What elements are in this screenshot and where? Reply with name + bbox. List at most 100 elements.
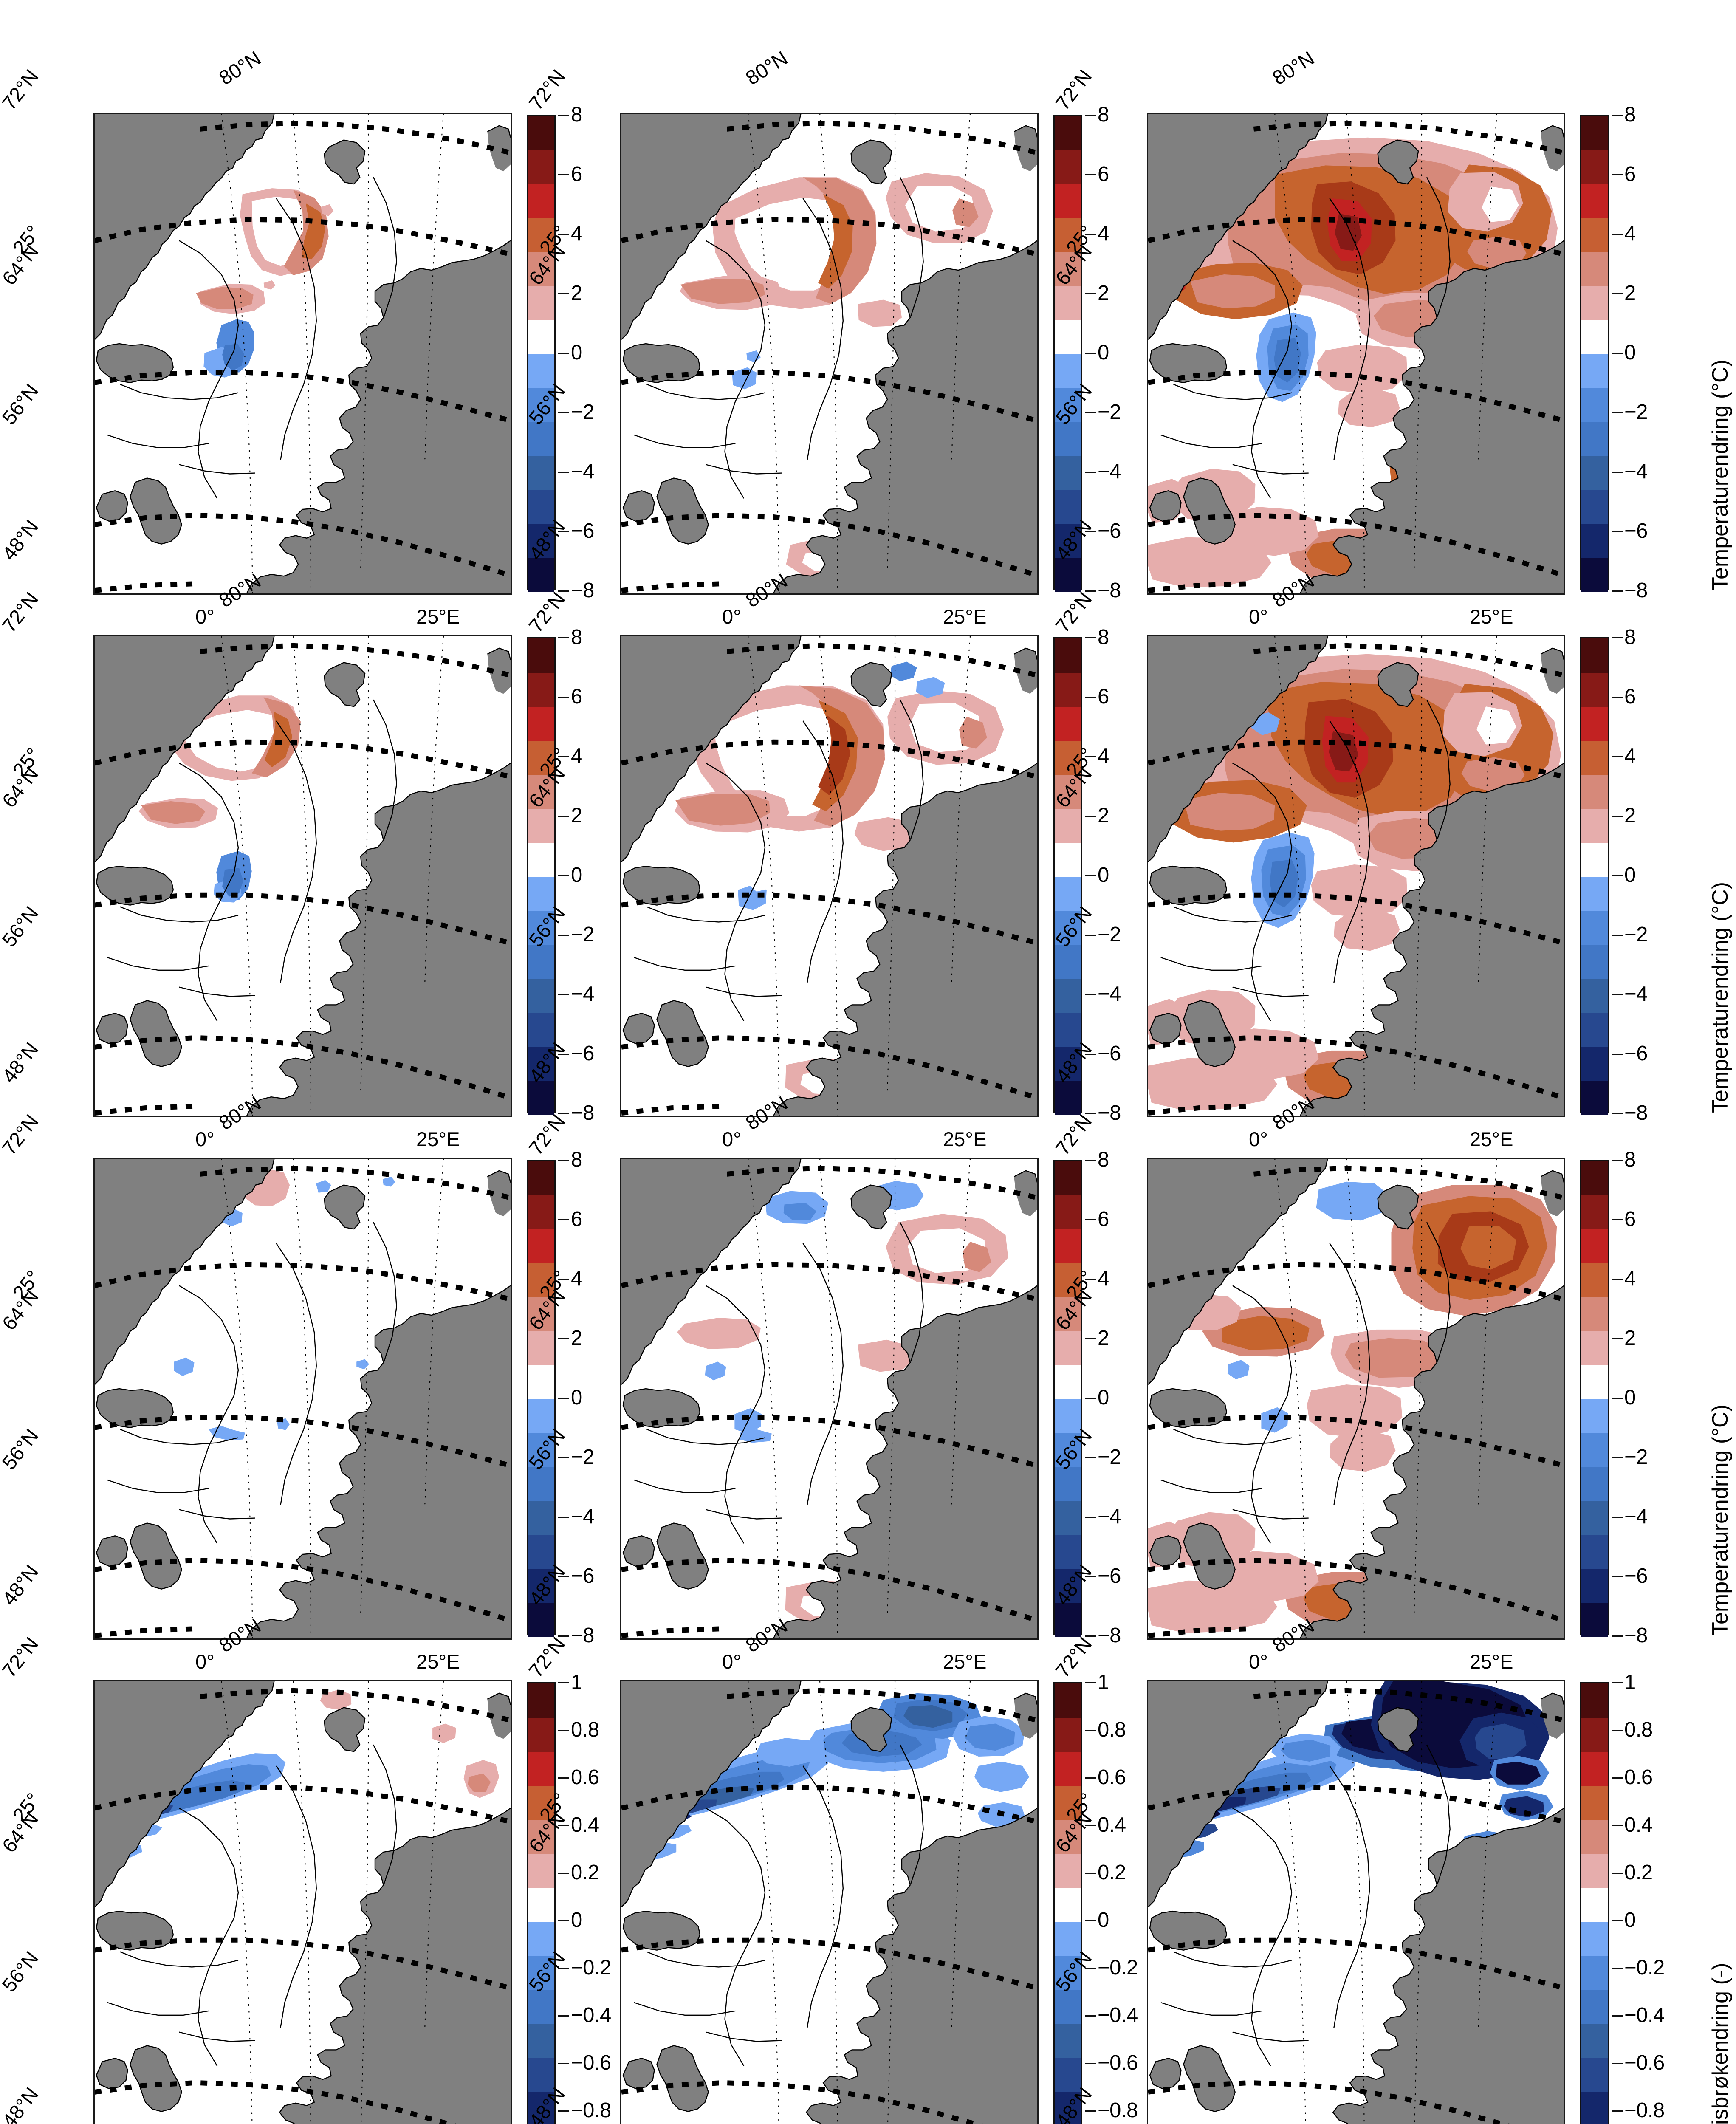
colorbar-tick-mark: [558, 697, 569, 698]
colorbar-tick-mark: [1085, 234, 1096, 235]
longitude-label: 0°: [195, 1650, 215, 1673]
colorbar-band: [1581, 116, 1608, 150]
colorbar-tick-mark: [558, 1160, 569, 1161]
colorbar-ticks: 8 6 4 2 0 −2 −4 −6 −8: [1612, 103, 1688, 602]
colorbar-band: [1581, 1751, 1608, 1786]
colorbar-tick-label: 6: [1624, 163, 1636, 186]
colorbar-gradient: [527, 637, 556, 1115]
colorbar-tick-mark: [1612, 1054, 1623, 1055]
latitude-label: 72°N: [524, 65, 570, 114]
colorbar-band: [528, 1297, 554, 1331]
colorbar-band: [528, 1853, 554, 1888]
colorbar-band: [1581, 944, 1608, 979]
map-canvas: [95, 114, 511, 593]
colorbar-band: [1581, 388, 1608, 422]
colorbar-ticks: 8 6 4 2 0 −2 −4 −6 −8: [1085, 1148, 1161, 1647]
colorbar-tick-mark: [1085, 353, 1096, 354]
colorbar-tick-label: 0.6: [1098, 1766, 1126, 1789]
colorbar-tick-mark: [558, 1873, 569, 1874]
colorbar-tick-label: −6: [571, 1042, 594, 1065]
colorbar-band: [528, 184, 554, 218]
map-canvas: [1148, 114, 1564, 593]
colorbar-tick-mark: [558, 1219, 569, 1220]
data-field: [196, 188, 334, 378]
colorbar-tick-label: 8: [1098, 103, 1109, 126]
colorbar-band: [1055, 1331, 1081, 1365]
colorbar-band: [1581, 1229, 1608, 1263]
colorbar-band: [1581, 1331, 1608, 1365]
latitude-label: 64°N: [0, 763, 43, 812]
colorbar-tick-label: 8: [1624, 1148, 1636, 1171]
latitude-label: 72°N: [1051, 1633, 1096, 1682]
colorbar-tick-mark: [1085, 472, 1096, 473]
colorbar-band: [528, 672, 554, 707]
colorbar-tick-mark: [1085, 1160, 1096, 1161]
colorbar-band: [528, 388, 554, 422]
colorbar-band: [528, 456, 554, 490]
map-frame: [93, 1158, 512, 1640]
colorbar-tick-mark: [1612, 1873, 1623, 1874]
colorbar-tick-label: 4: [1624, 1267, 1636, 1290]
colorbar-band: [1055, 354, 1081, 388]
colorbar-tick-mark: [1085, 115, 1096, 116]
latitude-label: 48°N: [0, 1560, 43, 1610]
colorbar-gradient: [527, 1682, 556, 2124]
colorbar-tick-mark: [1085, 1873, 1096, 1874]
colorbar-tick-label: −2: [1098, 1446, 1121, 1469]
colorbar-tick-label: 4: [571, 1267, 582, 1290]
colorbar-tick-label: 0.6: [1624, 1766, 1653, 1789]
colorbar-tick-mark: [558, 875, 569, 876]
map-frame: [620, 635, 1039, 1117]
colorbar-band: [528, 490, 554, 524]
colorbar-tick-mark: [1612, 1279, 1623, 1280]
latitude-label: 56°N: [0, 1424, 43, 1474]
colorbar-tick-label: 0.8: [1098, 1718, 1126, 1741]
latitude-label: 48°N: [0, 1038, 43, 1087]
colorbar-band: [1581, 1603, 1608, 1637]
colorbar-tick-label: −6: [1098, 1042, 1121, 1065]
colorbar-tick-label: 1: [1624, 1671, 1636, 1694]
colorbar-tick-mark: [1612, 1338, 1623, 1339]
colorbar-tick-mark: [1085, 1279, 1096, 1280]
longitude-label: 0°: [1249, 1650, 1268, 1673]
colorbar-band: [1055, 1433, 1081, 1467]
colorbar-band: [1581, 1012, 1608, 1047]
colorbar-band: [1055, 1819, 1081, 1854]
longitude-label: 25°E: [416, 1128, 460, 1150]
colorbar-tick-mark: [1612, 875, 1623, 876]
colorbar-tick-label: 0: [1098, 341, 1109, 364]
colorbar-tick-mark: [1085, 2015, 1096, 2017]
latitude-label: 48°N: [0, 515, 43, 565]
latitude-label: 72°N: [0, 65, 43, 114]
colorbar-band: [1055, 1535, 1081, 1569]
colorbar-band: [528, 218, 554, 252]
colorbar-band: [1055, 422, 1081, 456]
map-frame: [1147, 635, 1565, 1117]
latitude-label: 56°N: [0, 1947, 43, 1996]
longitude-label: 0°: [1249, 1128, 1268, 1150]
colorbar-band: [1581, 1433, 1608, 1467]
colorbar-tick-label: 6: [1098, 685, 1109, 708]
colorbar-tick-mark: [558, 531, 569, 532]
colorbar-band: [1581, 1683, 1608, 1718]
colorbar-band: [1055, 706, 1081, 741]
colorbar-tick-mark: [1612, 1576, 1623, 1577]
colorbar-band: [1581, 354, 1608, 388]
longitude-label: 0°: [195, 1128, 215, 1150]
latitude-label: 25°: [8, 1266, 45, 1304]
colorbar-tick-mark: [1612, 2110, 1623, 2112]
colorbar-tick-label: 0: [1624, 1909, 1636, 1932]
colorbar-band: [1055, 490, 1081, 524]
colorbar-band: [1581, 1501, 1608, 1535]
colorbar-tick-label: 0: [571, 1909, 582, 1932]
colorbar-band: [1055, 1229, 1081, 1263]
colorbar-band: [1055, 1989, 1081, 2024]
colorbar-band: [528, 524, 554, 558]
colorbar-gradient: [1580, 115, 1609, 592]
colorbar-tick-mark: [1085, 1682, 1096, 1683]
colorbar-tick-label: 0: [571, 1386, 582, 1409]
colorbar-band: [528, 354, 554, 388]
colorbar-band: [1055, 2057, 1081, 2092]
colorbar-tick-label: 2: [571, 804, 582, 827]
colorbar-tick-mark: [558, 637, 569, 638]
